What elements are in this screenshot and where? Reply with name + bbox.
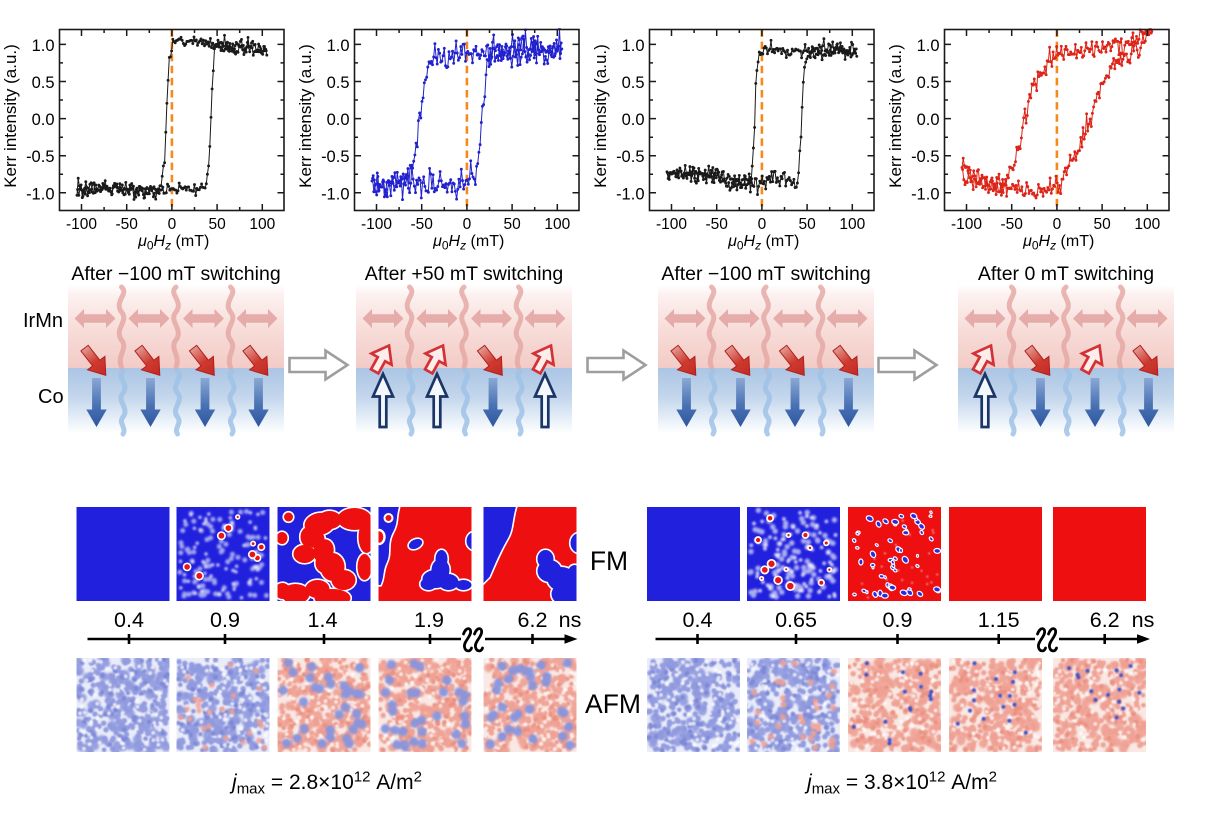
- svg-text:6.2: 6.2: [518, 608, 548, 632]
- svg-text:0.9: 0.9: [210, 608, 240, 632]
- svg-text:0.0: 0.0: [327, 111, 350, 129]
- svg-text:0.5: 0.5: [32, 74, 55, 92]
- svg-text:Kerr intensity (a.u.): Kerr intensity (a.u.): [886, 44, 905, 188]
- svg-text:-0.5: -0.5: [616, 148, 644, 166]
- svg-text:1.9: 1.9: [414, 608, 444, 632]
- svg-text:6.2: 6.2: [1090, 608, 1120, 632]
- svg-text:100: 100: [1134, 216, 1160, 233]
- svg-text:Co: Co: [38, 386, 64, 408]
- svg-text:μ0Hz (mT): μ0Hz (mT): [727, 233, 799, 253]
- svg-text:0.5: 0.5: [327, 74, 350, 92]
- svg-text:0.0: 0.0: [32, 111, 55, 129]
- svg-text:0: 0: [758, 216, 767, 233]
- svg-text:100: 100: [249, 216, 275, 233]
- svg-text:-0.5: -0.5: [26, 148, 54, 166]
- svg-text:1.0: 1.0: [622, 37, 645, 55]
- svg-text:-1.0: -1.0: [616, 185, 644, 203]
- svg-text:50: 50: [798, 216, 816, 233]
- svg-text:IrMn: IrMn: [23, 310, 63, 332]
- svg-text:After 0 mT switching: After 0 mT switching: [978, 263, 1154, 285]
- svg-text:0.0: 0.0: [622, 111, 645, 129]
- svg-text:-100: -100: [66, 216, 97, 233]
- svg-text:-100: -100: [361, 216, 392, 233]
- svg-text:0.4: 0.4: [114, 608, 144, 632]
- svg-text:μ0Hz (mT): μ0Hz (mT): [1022, 233, 1094, 253]
- svg-text:jmax = 3.8×1012 A/m2: jmax = 3.8×1012 A/m2: [804, 769, 997, 798]
- svg-text:1.0: 1.0: [917, 37, 940, 55]
- svg-text:-100: -100: [656, 216, 687, 233]
- svg-text:μ0Hz (mT): μ0Hz (mT): [432, 233, 504, 253]
- svg-text:100: 100: [839, 216, 865, 233]
- svg-text:μ0Hz (mT): μ0Hz (mT): [137, 233, 209, 253]
- svg-text:1.0: 1.0: [32, 37, 55, 55]
- svg-text:After −100 mT switching: After −100 mT switching: [661, 263, 870, 285]
- svg-text:0.0: 0.0: [917, 111, 940, 129]
- svg-text:0: 0: [1053, 216, 1062, 233]
- svg-text:-0.5: -0.5: [911, 148, 939, 166]
- svg-text:After −100 mT switching: After −100 mT switching: [71, 263, 280, 285]
- svg-text:-1.0: -1.0: [321, 185, 349, 203]
- svg-text:-50: -50: [705, 216, 728, 233]
- svg-text:-50: -50: [410, 216, 433, 233]
- svg-text:0: 0: [168, 216, 177, 233]
- svg-text:0: 0: [463, 216, 472, 233]
- svg-text:Kerr intensity (a.u.): Kerr intensity (a.u.): [591, 44, 610, 188]
- svg-text:1.0: 1.0: [327, 37, 350, 55]
- svg-text:-1.0: -1.0: [26, 185, 54, 203]
- svg-text:-0.5: -0.5: [321, 148, 349, 166]
- svg-text:ns: ns: [1132, 608, 1155, 632]
- svg-text:50: 50: [503, 216, 521, 233]
- svg-text:-1.0: -1.0: [911, 185, 939, 203]
- svg-text:FM: FM: [590, 546, 628, 576]
- svg-text:Kerr intensity (a.u.): Kerr intensity (a.u.): [296, 44, 315, 188]
- svg-text:-50: -50: [115, 216, 138, 233]
- svg-text:0.5: 0.5: [917, 74, 940, 92]
- svg-text:ns: ns: [559, 608, 582, 632]
- svg-text:jmax = 2.8×1012 A/m2: jmax = 2.8×1012 A/m2: [229, 769, 422, 798]
- svg-text:50: 50: [1093, 216, 1111, 233]
- svg-text:1.15: 1.15: [978, 608, 1020, 632]
- svg-text:0.9: 0.9: [883, 608, 913, 632]
- svg-text:-50: -50: [1000, 216, 1023, 233]
- svg-text:1.4: 1.4: [308, 608, 338, 632]
- svg-text:0.5: 0.5: [622, 74, 645, 92]
- svg-text:AFM: AFM: [585, 689, 641, 719]
- svg-text:Kerr intensity (a.u.): Kerr intensity (a.u.): [1, 44, 20, 188]
- svg-text:0.4: 0.4: [683, 608, 713, 632]
- svg-text:0.65: 0.65: [775, 608, 817, 632]
- svg-text:50: 50: [208, 216, 226, 233]
- svg-text:100: 100: [544, 216, 570, 233]
- svg-text:After +50 mT switching: After +50 mT switching: [365, 263, 564, 285]
- svg-text:-100: -100: [951, 216, 982, 233]
